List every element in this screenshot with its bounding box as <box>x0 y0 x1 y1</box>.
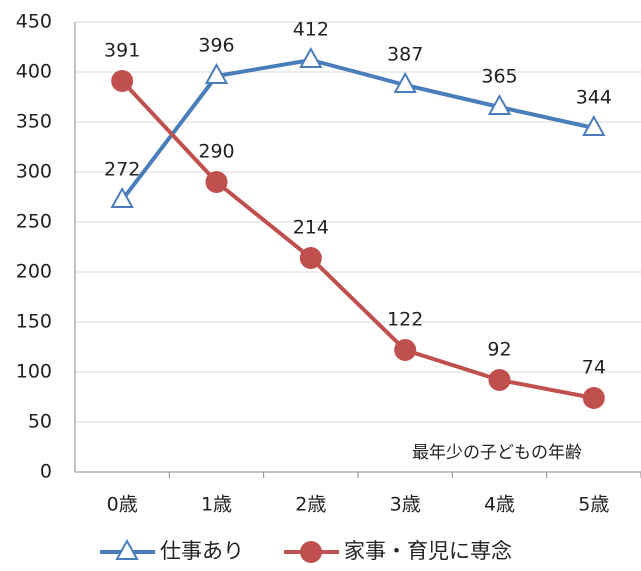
x-tick-label: 1歳 <box>201 494 232 516</box>
x-tick-label: 2歳 <box>295 494 326 516</box>
marker <box>300 541 322 563</box>
data-label: 387 <box>387 44 423 66</box>
data-label: 272 <box>104 159 140 181</box>
chart: 最年少の子どもの年齢 0 50 100 150 200 250 300 350 400 450 0歳… <box>0 0 641 571</box>
marker <box>489 369 511 391</box>
annotation: 最年少の子どもの年齢 <box>412 443 582 463</box>
y-tick-label: 0 <box>40 461 52 483</box>
marker <box>206 171 228 193</box>
y-tick-label: 50 <box>28 411 52 433</box>
y-tick-label: 200 <box>16 261 52 283</box>
legend-label: 仕事あり <box>160 539 244 563</box>
marker <box>301 49 321 67</box>
data-label: 412 <box>293 19 329 41</box>
data-label: 92 <box>487 339 511 361</box>
data-label: 122 <box>387 309 423 331</box>
y-tick-label: 150 <box>16 311 52 333</box>
y-tick-label: 400 <box>16 61 52 83</box>
legend-item: 家事・育児に専念 <box>284 539 512 563</box>
legend-item: 仕事あり <box>100 539 244 563</box>
series-line <box>122 81 594 398</box>
y-tick-label: 350 <box>16 111 52 133</box>
y-tick-label: 250 <box>16 211 52 233</box>
x-tick-label: 0歳 <box>107 494 138 516</box>
marker <box>583 387 605 409</box>
legend-label: 家事・育児に専念 <box>344 539 512 563</box>
y-tick-label: 450 <box>16 11 52 33</box>
data-label: 365 <box>481 66 517 88</box>
data-label: 391 <box>104 40 140 62</box>
marker <box>394 339 416 361</box>
y-tick-label: 300 <box>16 161 52 183</box>
data-label: 396 <box>198 35 234 57</box>
marker <box>111 70 133 92</box>
x-tick-label: 4歳 <box>484 494 515 516</box>
data-label: 290 <box>198 141 234 163</box>
data-label: 344 <box>576 87 612 109</box>
data-label: 214 <box>293 217 329 239</box>
x-tick-label: 5歳 <box>578 494 609 516</box>
marker <box>300 247 322 269</box>
data-label: 74 <box>582 357 606 379</box>
y-tick-label: 100 <box>16 361 52 383</box>
series-line <box>122 60 594 200</box>
x-tick-label: 3歳 <box>390 494 421 516</box>
